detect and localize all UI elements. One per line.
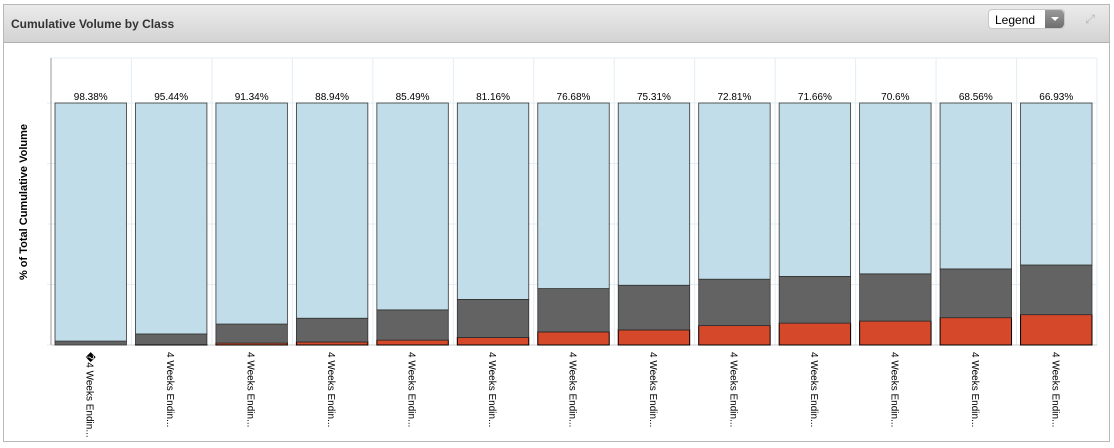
bar-segment-light-blue (859, 102, 932, 275)
x-tick-label: 4 Weeks Endin... (727, 352, 738, 427)
bar-segment-red (859, 320, 932, 346)
chevron-down-icon[interactable] (1045, 10, 1064, 28)
bar-segment-light-blue (698, 102, 771, 280)
data-label: 98.38% (74, 92, 108, 103)
data-label: 91.34% (235, 92, 269, 103)
bar-segment-dark-gray (939, 268, 1012, 319)
expand-icon[interactable]: ⤢ (1085, 12, 1095, 26)
x-tick-label: 4 Weeks Endin... (647, 352, 658, 427)
bar-segment-dark-gray (859, 273, 932, 322)
bar-segment-dark-gray (295, 317, 369, 343)
bar-segment-light-blue (376, 102, 449, 311)
bar-segment-red (537, 331, 610, 346)
x-tick-label: 4 Weeks Endin... (567, 352, 578, 427)
bar-segment-light-blue (617, 102, 691, 286)
bar-segment-red (456, 336, 530, 346)
bar-segment-red (295, 341, 369, 346)
data-label: 76.68% (557, 92, 591, 103)
bar-segment-dark-gray (215, 323, 288, 344)
data-label: 88.94% (315, 92, 349, 103)
bar-segment-dark-gray (778, 276, 852, 324)
x-tick-label: 4 Weeks Endin... (164, 352, 175, 427)
data-label: 68.56% (959, 92, 993, 103)
bar-segment-light-blue (54, 102, 127, 342)
x-tick-label: 4 Weeks Endin... (888, 352, 899, 427)
bar-segment-dark-gray (135, 333, 208, 345)
bar-segment-light-blue (778, 102, 852, 277)
data-label: 75.31% (637, 92, 671, 103)
x-tick-label: 4 Weeks Endin... (406, 352, 417, 427)
data-label: 70.6% (881, 92, 909, 103)
panel-title: Cumulative Volume by Class (11, 17, 175, 31)
x-tick-label: 4 Weeks Endin... (969, 352, 980, 427)
bar-segment-light-blue (456, 102, 530, 300)
bar-segment-red (698, 325, 771, 346)
bar-segment-dark-gray (54, 340, 127, 346)
data-label: 66.93% (1039, 92, 1073, 103)
bar-segment-light-blue (215, 102, 288, 325)
x-tick-label: �4 Weeks Endin... (84, 352, 97, 438)
y-axis-label: % of Total Cumulative Volume (18, 124, 30, 280)
x-tick-label: 4 Weeks Endin... (325, 352, 336, 427)
x-tick-label: 4 Weeks Endin... (245, 352, 256, 427)
bar-segment-light-blue (1020, 102, 1093, 266)
x-tick-label: 4 Weeks Endin... (808, 352, 819, 427)
bar-segment-dark-gray (537, 288, 610, 333)
x-tick-label: 4 Weeks Endin... (1049, 352, 1060, 427)
bar-segment-dark-gray (456, 299, 530, 338)
bar-segment-red (778, 322, 852, 346)
bar-segment-red (1020, 314, 1093, 346)
bar-segment-dark-gray (698, 278, 771, 326)
bar-segment-red (939, 317, 1013, 346)
data-label: 95.44% (154, 92, 188, 103)
bar-segment-red (617, 329, 691, 346)
x-tick-label: 4 Weeks Endin... (486, 352, 497, 427)
bar-segment-red (376, 339, 449, 346)
bar-segment-dark-gray (376, 309, 449, 341)
bar-segment-light-blue (135, 102, 208, 335)
bar-segment-light-blue (295, 102, 369, 319)
data-label: 71.66% (798, 92, 832, 103)
bar-segment-light-blue (939, 102, 1012, 270)
data-label: 81.16% (476, 92, 510, 103)
panel-header: Cumulative Volume by Class (4, 5, 1109, 43)
data-label: 85.49% (396, 92, 430, 103)
data-label: 72.81% (717, 92, 751, 103)
bar-segment-light-blue (537, 102, 610, 289)
legend-dropdown[interactable]: Legend (988, 9, 1065, 29)
legend-dropdown-label: Legend (995, 13, 1036, 27)
bar-segment-dark-gray (617, 284, 691, 331)
bar-segment-dark-gray (1020, 264, 1093, 315)
